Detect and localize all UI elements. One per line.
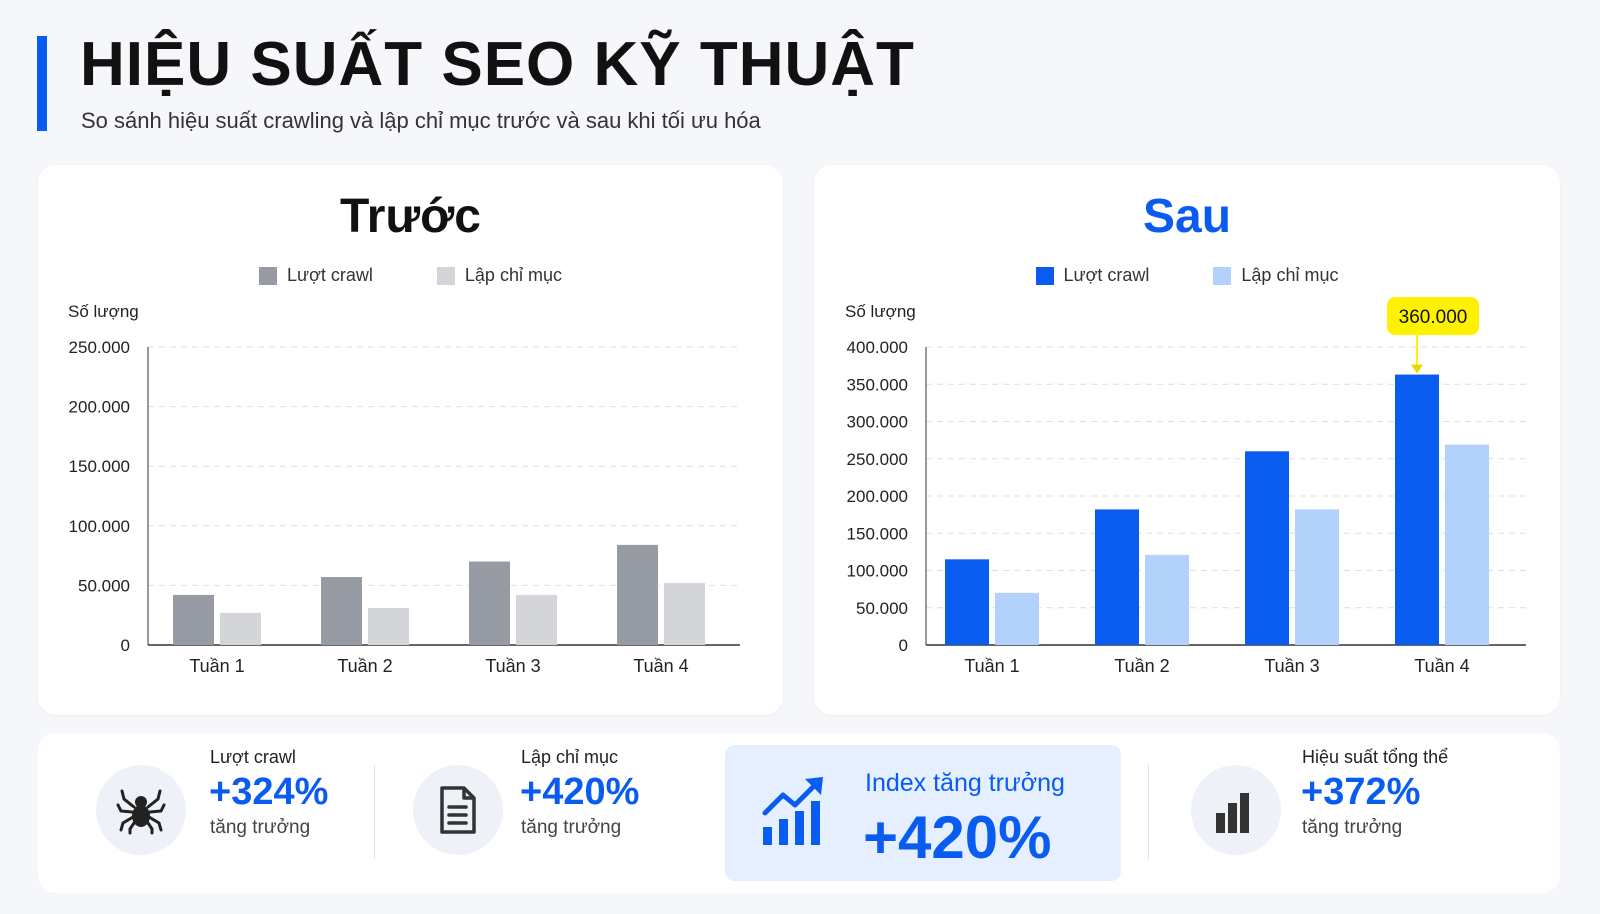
- y-tick-label: 150.000: [69, 457, 130, 476]
- legend-item: Lượt crawl: [1035, 265, 1150, 286]
- annotation-box: [1387, 297, 1479, 335]
- x-tick-label: Tuần 1: [189, 656, 244, 676]
- chart-panel-after: Sau Lượt crawl Lập chỉ mục Số lượng 0 50.0…: [814, 165, 1560, 715]
- bar: [321, 577, 362, 645]
- y-axis-label: Số lượng: [68, 302, 139, 321]
- bar: [469, 561, 510, 645]
- chart-legend: Lượt crawl Lập chỉ mục: [814, 265, 1560, 286]
- legend-swatch: [1213, 266, 1232, 285]
- y-tick-label: 350.000: [847, 375, 908, 394]
- stat-crawl: Lượt crawl +324% tăng trưởng: [38, 733, 378, 893]
- x-tick-label: Tuần 4: [633, 656, 688, 676]
- bar: [1445, 444, 1489, 645]
- bar: [516, 594, 557, 645]
- page-subtitle: So sánh hiệu suất crawling và lập chỉ mụ…: [81, 108, 761, 133]
- legend-label: Lập chỉ mục: [1241, 265, 1339, 285]
- legend-item: Lập chỉ mục: [1213, 265, 1338, 286]
- chart-title: Sau: [1142, 190, 1232, 243]
- stat-sub: tăng trưởng: [521, 817, 622, 838]
- spider-icon: [96, 765, 186, 855]
- stat-index-growth-highlight: Index tăng trưởng +420%: [725, 745, 1121, 881]
- x-tick-label: Tuần 3: [1264, 656, 1319, 676]
- stats-strip: Lượt crawl +324% tăng trưởng Lập chỉ mục…: [38, 733, 1560, 893]
- chart-title: Trước: [340, 190, 481, 243]
- bar-chart-icon: [1191, 765, 1281, 855]
- bar: [617, 544, 658, 645]
- bar-chart-after: Số lượng 0 50.000 100.000 150.000 200.000 250.…: [845, 297, 1526, 676]
- document-icon: [413, 765, 503, 855]
- y-tick-label: 250.000: [69, 338, 130, 357]
- x-tick-label: Tuần 1: [964, 656, 1019, 676]
- y-axis-label: Số lượng: [845, 302, 916, 321]
- bar: [1145, 554, 1189, 645]
- y-tick-label: 300.000: [847, 413, 908, 432]
- legend-swatch: [1035, 266, 1054, 285]
- stat-label: Hiệu suất tổng thể: [1302, 747, 1449, 767]
- y-tick-label: 200.000: [847, 487, 908, 506]
- legend-swatch: [259, 266, 278, 285]
- stat-label: Index tăng trưởng: [865, 769, 1065, 797]
- x-tick-label: Tuần 4: [1414, 656, 1469, 676]
- bar: [1245, 451, 1289, 645]
- page-title: HIỆU SUẤT SEO KỸ THUẬT: [80, 30, 915, 99]
- bar: [945, 559, 989, 645]
- y-tick-label: 150.000: [847, 524, 908, 543]
- bar-chart-before: Số lượng 0 50.000 100.000 150.000 200.000 250.…: [68, 302, 740, 676]
- legend-label: Lượt crawl: [1063, 265, 1150, 285]
- x-tick-label: Tuần 2: [337, 656, 392, 676]
- bar: [368, 608, 409, 645]
- title-accent-bar: [37, 36, 47, 131]
- y-tick-label: 0: [899, 636, 908, 655]
- x-tick-label: Tuần 2: [1114, 656, 1169, 676]
- y-tick-label: 100.000: [69, 517, 130, 536]
- stat-divider: [374, 765, 375, 859]
- y-tick-label: 250.000: [847, 450, 908, 469]
- bar: [220, 612, 261, 645]
- y-tick-label: 50.000: [856, 599, 908, 618]
- stat-value: +420%: [863, 804, 1052, 871]
- stat-label: Lập chỉ mục: [521, 747, 619, 767]
- y-tick-label: 400.000: [847, 338, 908, 357]
- bar: [664, 583, 705, 645]
- stat-value: +420%: [520, 771, 640, 813]
- legend-item: Lập chỉ mục: [436, 265, 562, 286]
- legend-item: Lượt crawl: [259, 265, 373, 286]
- stat-value: +324%: [209, 771, 329, 813]
- stat-overall: Hiệu suất tổng thể +372% tăng trưởng: [1148, 733, 1560, 893]
- chart-panel-before: Trước Lượt crawl Lập chỉ mục Số lượng 0 50…: [38, 165, 783, 715]
- bar: [1395, 374, 1439, 645]
- legend-label: Lượt crawl: [287, 265, 373, 285]
- y-tick-label: 100.000: [847, 562, 908, 581]
- stat-label: Lượt crawl: [210, 747, 296, 767]
- trend-up-icon: [761, 775, 827, 852]
- chart-legend: Lượt crawl Lập chỉ mục: [38, 265, 783, 286]
- y-tick-label: 0: [121, 636, 130, 655]
- annotation-label: 360.000: [1399, 307, 1468, 328]
- stat-divider: [1148, 765, 1149, 859]
- bar: [995, 592, 1039, 645]
- stat-value: +372%: [1301, 771, 1421, 813]
- bar: [1295, 509, 1339, 645]
- stat-index: Lập chỉ mục +420% tăng trưởng: [378, 733, 718, 893]
- bar: [173, 594, 214, 645]
- annotation-arrow-head: [1411, 364, 1423, 374]
- y-tick-label: 50.000: [78, 576, 130, 595]
- legend-swatch: [436, 266, 455, 285]
- stat-sub: tăng trưởng: [210, 817, 311, 838]
- bar: [1095, 509, 1139, 645]
- x-tick-label: Tuần 3: [485, 656, 540, 676]
- stat-sub: tăng trưởng: [1302, 817, 1403, 838]
- legend-label: Lập chỉ mục: [464, 265, 562, 285]
- y-tick-label: 200.000: [69, 398, 130, 417]
